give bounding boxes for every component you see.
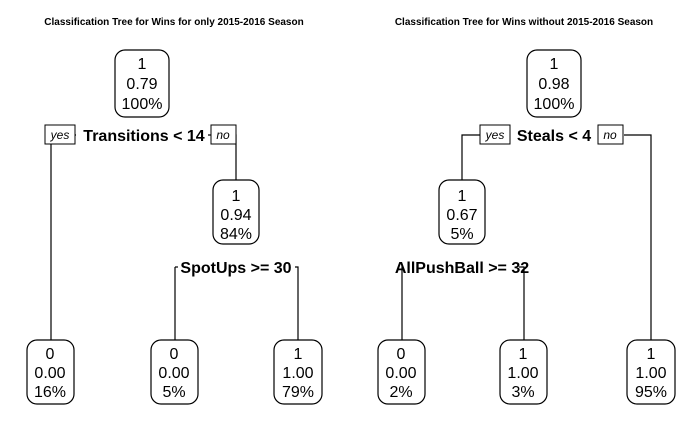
tree-left-root-node: 1 0.79 100% — [114, 49, 170, 118]
node-prob: 0.00 — [385, 365, 416, 382]
node-prob: 0.98 — [538, 76, 569, 93]
node-prob: 1.00 — [507, 365, 538, 382]
node-class: 1 — [138, 56, 147, 73]
tree-right-edge-internal-left — [401, 266, 403, 340]
tree-left-title: Classification Tree for Wins for only 20… — [44, 17, 303, 28]
node-prob: 0.00 — [34, 365, 65, 382]
tree-right-leaf-2: 1 1.00 3% — [499, 339, 548, 405]
node-prob: 0.79 — [126, 76, 157, 93]
node-pct: 5% — [450, 226, 473, 243]
node-class: 0 — [397, 346, 406, 363]
no-label: no — [216, 128, 230, 142]
node-pct: 5% — [162, 384, 185, 401]
node-class: 1 — [647, 346, 656, 363]
node-pct: 100% — [122, 96, 163, 113]
yes-badge — [44, 124, 76, 145]
tree-left-leaf-3: 1 1.00 79% — [273, 339, 323, 405]
tree-right-leaf-3: 1 1.00 95% — [626, 339, 676, 405]
tree-right-leaf-1: 0 0.00 2% — [377, 339, 426, 405]
node-pct: 79% — [282, 384, 314, 401]
node-pct: 100% — [534, 96, 575, 113]
tree-right: Classification Tree for Wins without 201… — [377, 17, 676, 405]
node-class: 0 — [46, 346, 55, 363]
node-pct: 84% — [220, 226, 252, 243]
node-prob: 0.00 — [158, 365, 189, 382]
split-label: Transitions < 14 — [83, 128, 204, 145]
tree-left-leaf-2: 0 0.00 5% — [150, 339, 199, 405]
tree-left-edge-root-left — [50, 134, 76, 340]
node-class: 0 — [170, 346, 179, 363]
node-pct: 2% — [389, 384, 412, 401]
tree-right-split1: yes Steals < 4 no — [479, 124, 624, 145]
tree-right-title: Classification Tree for Wins without 201… — [395, 17, 653, 28]
no-badge — [597, 124, 624, 145]
node-pct: 95% — [635, 384, 667, 401]
tree-left-internal-node: 1 0.94 84% — [212, 179, 260, 245]
no-badge — [210, 124, 237, 145]
tree-left: Classification Tree for Wins for only 20… — [26, 17, 323, 405]
tree-right-root-node: 1 0.98 100% — [526, 49, 582, 118]
yes-label: yes — [50, 128, 70, 142]
tree-left-split1: yes Transitions < 14 no — [44, 124, 237, 145]
tree-left-split2-label: SpotUps >= 30 — [180, 260, 291, 277]
node-pct: 16% — [34, 384, 66, 401]
node-class: 1 — [458, 188, 467, 205]
tree-right-edge-root-left — [461, 134, 480, 180]
node-prob: 0.67 — [446, 207, 477, 224]
yes-label: yes — [485, 128, 505, 142]
node-class: 1 — [294, 346, 303, 363]
tree-right-edge-root-right — [624, 134, 652, 340]
node-class: 1 — [519, 346, 528, 363]
tree-right-edge-internal-right — [519, 266, 525, 340]
tree-right-internal-node: 1 0.67 5% — [438, 179, 486, 245]
tree-left-leaf-1: 0 0.00 16% — [26, 339, 75, 405]
tree-left-edge-internal-right — [295, 266, 299, 340]
split-label: Steals < 4 — [517, 128, 591, 145]
node-pct: 3% — [511, 384, 534, 401]
node-prob: 0.94 — [220, 207, 251, 224]
no-label: no — [603, 128, 617, 142]
node-class: 1 — [232, 188, 241, 205]
tree-right-split2-label: AllPushBall >= 32 — [395, 260, 529, 277]
node-prob: 1.00 — [282, 365, 313, 382]
node-prob: 1.00 — [635, 365, 666, 382]
yes-badge — [479, 124, 511, 145]
node-class: 1 — [550, 56, 559, 73]
